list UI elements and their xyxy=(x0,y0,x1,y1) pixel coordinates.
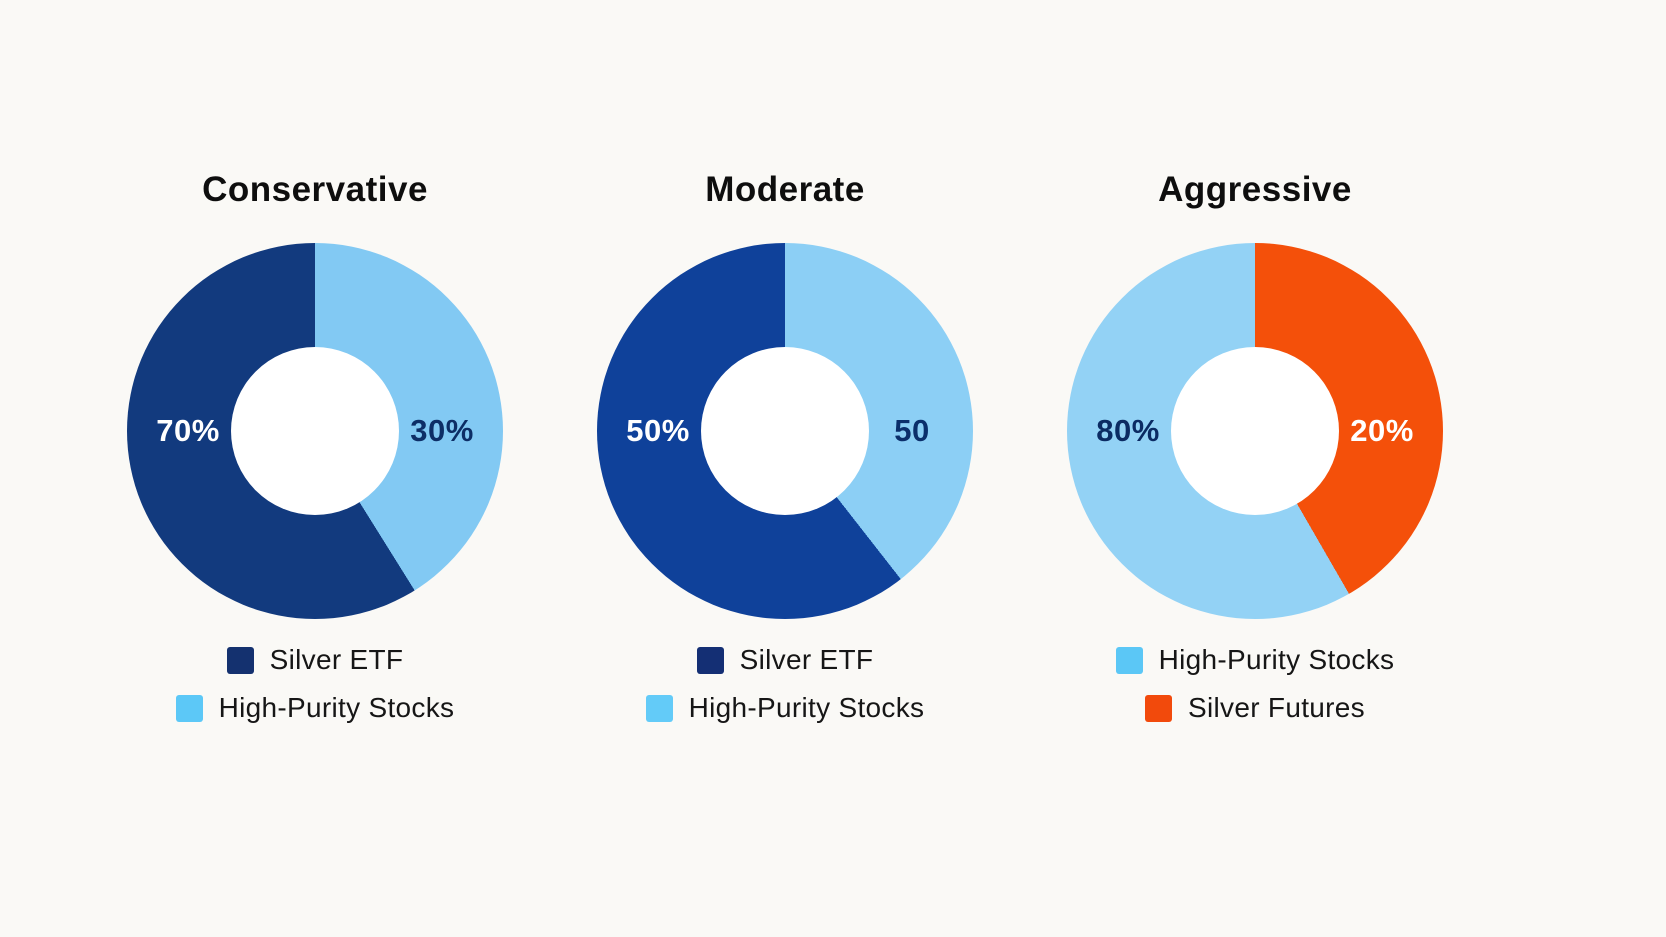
legend-label: High-Purity Stocks xyxy=(218,692,455,723)
donut-hole xyxy=(701,347,869,515)
slice-label-left: 70% xyxy=(156,413,220,448)
legend-label: High-Purity Stocks xyxy=(1158,644,1395,675)
donut-chart: 50% 50 xyxy=(597,243,973,619)
chart-title: Conservative xyxy=(202,170,428,209)
legend-label: Silver Futures xyxy=(1188,692,1365,723)
donut-hole xyxy=(231,347,399,515)
donut-chart: 70% 30% xyxy=(127,243,503,619)
legend-row: High-Purity Stocks xyxy=(645,692,925,724)
legend-swatch-icon xyxy=(645,694,673,722)
legend-row: High-Purity Stocks xyxy=(1115,644,1395,676)
slice-label-right: 30% xyxy=(410,413,474,448)
chart-title: Aggressive xyxy=(1158,170,1352,209)
slice-label-right: 50 xyxy=(894,413,930,448)
legend: Silver ETF High-Purity Stocks xyxy=(80,644,550,724)
legend-row: High-Purity Stocks xyxy=(175,692,455,724)
legend-row: Silver ETF xyxy=(226,644,404,676)
legend-swatch-icon xyxy=(1115,646,1143,674)
legend-label: High-Purity Stocks xyxy=(688,692,925,723)
legend: High-Purity Stocks Silver Futures xyxy=(1020,644,1490,724)
chart-aggressive: Aggressive 80% 20% High-Purity Stocks Si… xyxy=(1020,0,1490,937)
slice-label-right: 20% xyxy=(1350,413,1414,448)
chart-title: Moderate xyxy=(705,170,865,209)
legend-swatch-icon xyxy=(696,646,724,674)
legend-label: Silver ETF xyxy=(269,644,404,675)
legend-swatch-icon xyxy=(175,694,203,722)
chart-conservative: Conservative 70% 30% Silver ETF High-Pur… xyxy=(80,0,550,937)
legend-swatch-icon xyxy=(226,646,254,674)
legend-swatch-icon xyxy=(1145,694,1173,722)
donut-chart: 80% 20% xyxy=(1067,243,1443,619)
slice-label-left: 50% xyxy=(626,413,690,448)
legend-label: Silver ETF xyxy=(739,644,874,675)
donut-hole xyxy=(1171,347,1339,515)
chart-moderate: Moderate 50% 50 Silver ETF High-Purity S… xyxy=(550,0,1020,937)
legend-row: Silver Futures xyxy=(1145,692,1365,724)
slice-label-left: 80% xyxy=(1096,413,1160,448)
legend-row: Silver ETF xyxy=(696,644,874,676)
legend: Silver ETF High-Purity Stocks xyxy=(550,644,1020,724)
